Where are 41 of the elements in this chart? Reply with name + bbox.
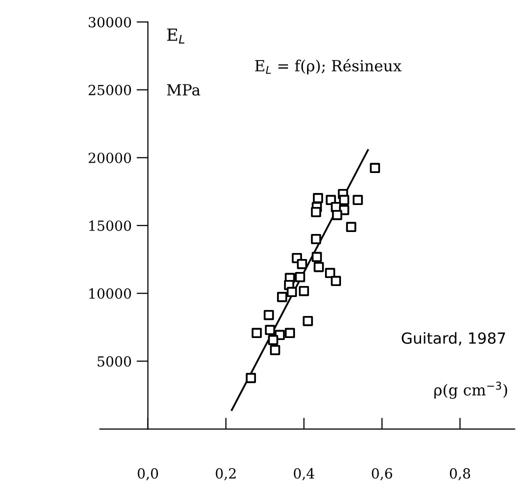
y-axis-title: E$_{L}$ xyxy=(167,28,184,44)
point xyxy=(370,162,380,174)
y-tick-label: 20000 xyxy=(88,152,131,164)
point xyxy=(330,276,342,286)
y-tick-label: 30000 xyxy=(88,16,131,28)
point xyxy=(310,234,322,244)
annotation: MPa xyxy=(167,84,200,96)
y-tick-label: 10000 xyxy=(89,288,131,299)
x-tick-label: 0,0 xyxy=(138,468,158,480)
annotation: Guitard, 1987 xyxy=(402,332,506,346)
point xyxy=(312,252,322,262)
point xyxy=(252,328,262,338)
point xyxy=(332,210,342,220)
point xyxy=(302,316,313,326)
point xyxy=(312,193,324,204)
point xyxy=(286,286,297,298)
point xyxy=(314,262,324,272)
x-tick-label: 0,4 xyxy=(294,468,314,480)
x-tick-label: 0,6 xyxy=(372,468,392,480)
point xyxy=(284,328,295,338)
y-tick-label: 15000 xyxy=(89,220,131,231)
x-axis-title: ρ(g cm$^{−3}$) xyxy=(434,382,508,399)
x-tick-label: 0,8 xyxy=(450,468,470,480)
point xyxy=(346,222,356,232)
point xyxy=(310,206,322,218)
point xyxy=(298,286,310,296)
point xyxy=(277,292,288,302)
point xyxy=(264,310,274,320)
point xyxy=(352,194,363,206)
point xyxy=(270,344,280,356)
point xyxy=(264,324,276,336)
point xyxy=(294,272,306,282)
point xyxy=(268,334,278,346)
text: E$_{L}$ = f(ρ); Résineux xyxy=(255,59,402,74)
point xyxy=(246,372,256,384)
y-tick-label: 25000 xyxy=(88,84,131,96)
point xyxy=(296,258,308,270)
point xyxy=(325,268,336,278)
y-tick-label: 5000 xyxy=(98,356,131,367)
x-tick-label: 0,2 xyxy=(216,468,236,480)
point xyxy=(339,194,350,206)
